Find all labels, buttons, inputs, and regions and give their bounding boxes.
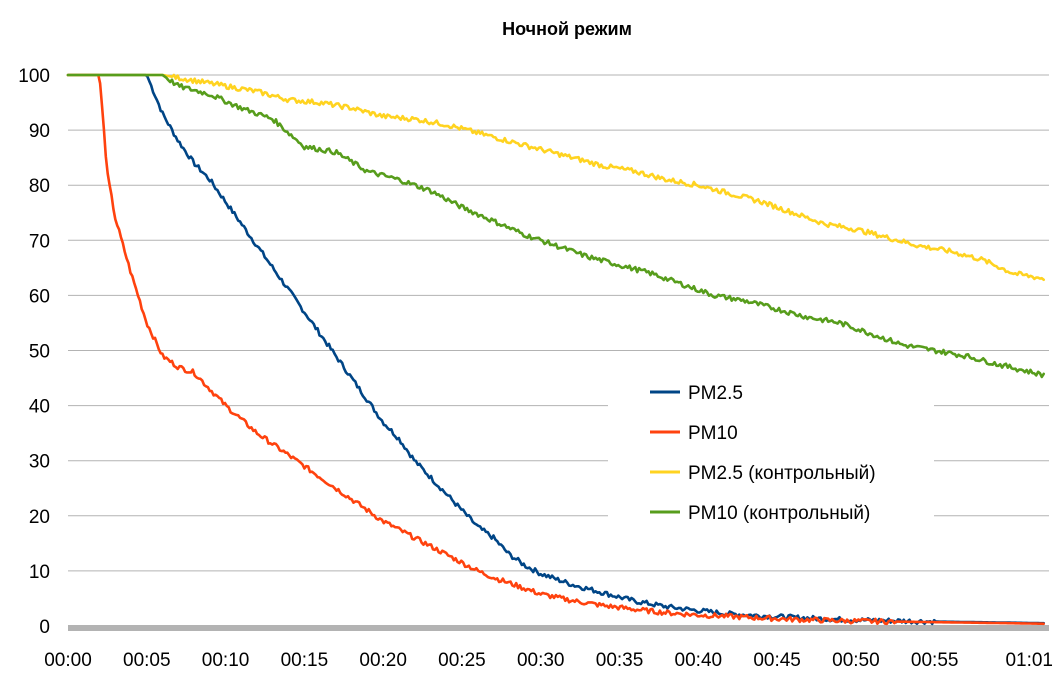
legend-label: PM10 (контрольный) bbox=[688, 503, 870, 524]
series-line-4 bbox=[66, 73, 1045, 379]
legend: PM2.5 PM10 PM2.5 (контрольный) PM10 (контро… bbox=[608, 372, 934, 524]
y-tick-label: 10 bbox=[29, 562, 50, 583]
legend-label: PM2.5 bbox=[688, 383, 743, 404]
x-tick-label: 00:20 bbox=[359, 650, 407, 671]
y-tick-label: 0 bbox=[39, 617, 50, 638]
x-axis-ticks: 00:00 00:05 00:10 00:15 00:20 00:25 00:30 00:35… bbox=[44, 650, 1053, 671]
grid-layer bbox=[68, 74, 1049, 631]
y-tick-label: 90 bbox=[29, 121, 50, 142]
y-tick-label: 80 bbox=[29, 176, 50, 197]
series-line-1 bbox=[66, 73, 1045, 626]
legend-box bbox=[608, 372, 934, 518]
y-tick-label: 60 bbox=[29, 286, 50, 307]
legend-label: PM10 bbox=[688, 423, 738, 444]
y-tick-label: 100 bbox=[18, 66, 50, 87]
x-tick-label: 00:40 bbox=[675, 650, 723, 671]
x-tick-label: 00:35 bbox=[596, 650, 644, 671]
y-tick-label: 70 bbox=[29, 231, 50, 252]
x-tick-label: 00:10 bbox=[202, 650, 250, 671]
series-layer bbox=[66, 73, 1045, 626]
series-line-2 bbox=[66, 73, 1045, 626]
chart-title: Ночной режим bbox=[502, 19, 632, 39]
x-tick-label: 01:01 bbox=[1005, 650, 1053, 671]
x-tick-label: 00:45 bbox=[753, 650, 801, 671]
y-axis-ticks: 0 10 20 30 40 50 60 70 80 90 100 bbox=[18, 66, 50, 638]
y-tick-label: 40 bbox=[29, 397, 50, 418]
x-tick-label: 00:30 bbox=[517, 650, 565, 671]
x-tick-label: 00:00 bbox=[44, 650, 92, 671]
series-line-3 bbox=[66, 73, 1045, 282]
x-tick-label: 00:05 bbox=[123, 650, 171, 671]
y-tick-label: 30 bbox=[29, 452, 50, 473]
y-tick-label: 20 bbox=[29, 507, 50, 528]
x-tick-label: 00:50 bbox=[832, 650, 880, 671]
legend-label: PM2.5 (контрольный) bbox=[688, 463, 876, 484]
y-tick-label: 50 bbox=[29, 342, 50, 363]
x-tick-label: 00:55 bbox=[911, 650, 959, 671]
x-tick-label: 00:15 bbox=[281, 650, 329, 671]
x-tick-label: 00:25 bbox=[438, 650, 486, 671]
